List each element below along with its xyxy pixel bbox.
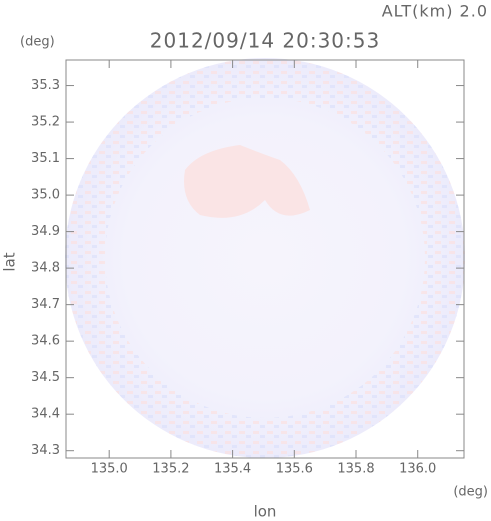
y-tick-label: 35.1 xyxy=(31,151,60,166)
chart-title: 2012/09/14 20:30:53 xyxy=(150,29,380,53)
y-tick-label: 35.3 xyxy=(31,78,60,93)
y-tick-label: 34.9 xyxy=(31,224,60,239)
y-tick-label: 34.5 xyxy=(31,370,60,385)
y-unit: (deg) xyxy=(20,35,55,50)
y-tick-label: 34.7 xyxy=(31,297,60,312)
x-tick-label: 135.2 xyxy=(152,462,189,477)
x-tick-label: 135.6 xyxy=(276,462,313,477)
x-unit: (deg) xyxy=(453,485,488,500)
x-tick-label: 135.8 xyxy=(337,462,374,477)
x-tick-label: 136.0 xyxy=(399,462,436,477)
x-tick-label: 135.0 xyxy=(91,462,128,477)
y-tick-label: 35.0 xyxy=(31,188,60,203)
y-tick-label: 34.8 xyxy=(31,261,60,276)
plot-frame xyxy=(65,59,465,459)
y-tick-label: 34.4 xyxy=(31,407,60,422)
x-tick-label: 135.4 xyxy=(214,462,251,477)
y-axis-label: lat xyxy=(1,252,19,271)
y-tick-label: 34.6 xyxy=(31,334,60,349)
x-axis-label: lon xyxy=(254,503,277,521)
radar-field xyxy=(65,58,465,458)
altitude-label: ALT(km) 2.0 xyxy=(382,2,488,21)
y-tick-label: 35.2 xyxy=(31,115,60,130)
y-tick-label: 34.3 xyxy=(31,443,60,458)
